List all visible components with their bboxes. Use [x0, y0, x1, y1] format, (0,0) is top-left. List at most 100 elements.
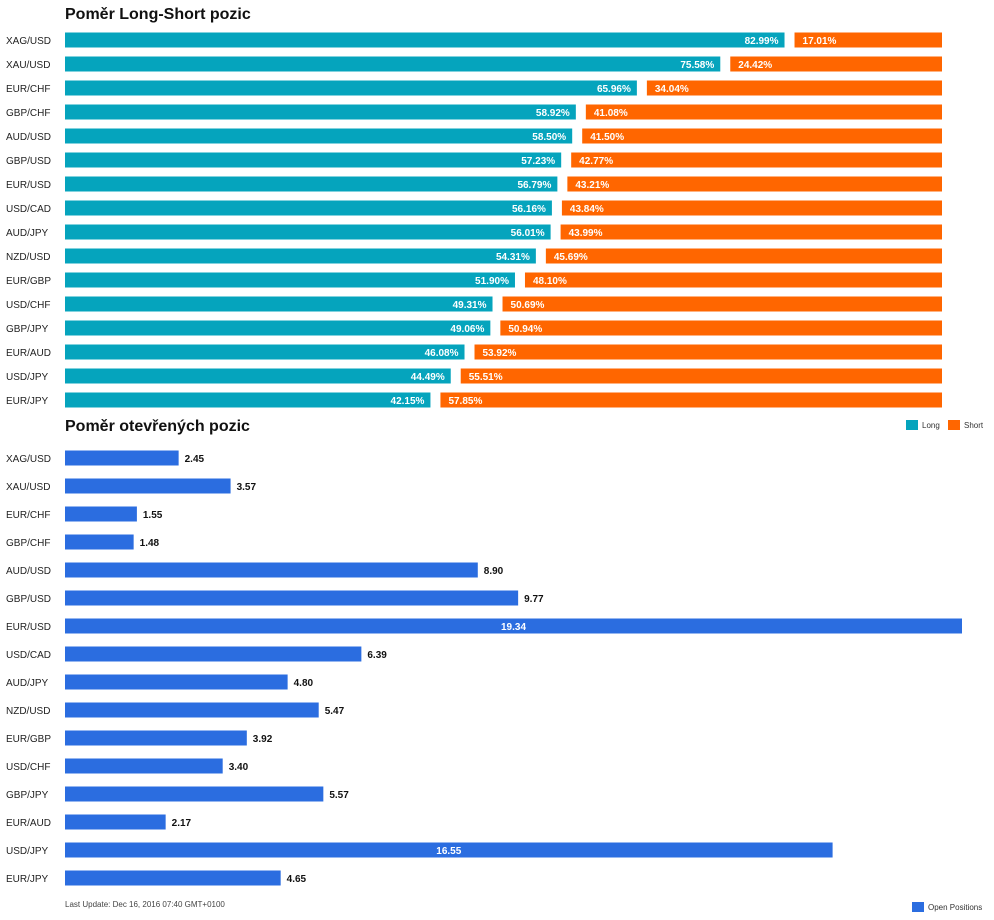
long-short-chart-title: Poměr Long-Short pozic [65, 6, 251, 23]
category-label-usd-cad: USD/CAD [6, 204, 51, 215]
open-category-label-nzd-usd: NZD/USD [6, 706, 50, 717]
long-bar-eur-aud [65, 344, 465, 360]
last-update-text: Last Update: Dec 16, 2016 07:40 GMT+0100 [65, 900, 225, 909]
open-bar-aud-jpy [65, 674, 288, 690]
short-bar-usd-jpy [460, 368, 942, 384]
open-bar-nzd-usd [65, 702, 319, 718]
legend-open-label: Open Positions [928, 902, 983, 912]
open-category-label-usd-jpy: USD/JPY [6, 846, 49, 857]
category-label-aud-usd: AUD/USD [6, 132, 51, 143]
open-category-label-aud-usd: AUD/USD [6, 566, 51, 577]
short-bar-usd-cad [561, 200, 942, 216]
open-category-label-usd-chf: USD/CHF [6, 762, 50, 773]
open-category-label-xau-usd: XAU/USD [6, 482, 50, 493]
category-label-eur-usd: EUR/USD [6, 180, 51, 191]
open-value-label-xau-usd: 3.57 [237, 482, 257, 493]
legend-short-swatch [948, 420, 960, 430]
short-bar-eur-gbp [524, 272, 942, 288]
long-bar-usd-chf [65, 296, 493, 312]
short-value-label-eur-aud: 53.92% [483, 348, 517, 359]
long-bar-aud-jpy [65, 224, 551, 240]
category-label-usd-chf: USD/CHF [6, 300, 50, 311]
open-bar-eur-aud [65, 814, 166, 830]
open-bar-xag-usd [65, 450, 179, 466]
open-bar-gbp-usd [65, 590, 519, 606]
long-value-label-eur-gbp: 51.90% [475, 276, 509, 287]
open-value-label-nzd-usd: 5.47 [325, 706, 345, 717]
open-value-label-eur-gbp: 3.92 [253, 734, 273, 745]
open-bar-gbp-jpy [65, 786, 324, 802]
long-bar-usd-jpy [65, 368, 451, 384]
short-value-label-xag-usd: 17.01% [803, 36, 837, 47]
legend-long: Long [906, 420, 940, 430]
long-value-label-xau-usd: 75.58% [680, 60, 714, 71]
open-value-label-aud-usd: 8.90 [484, 566, 504, 577]
legend-open-swatch [912, 902, 924, 912]
open-category-label-eur-aud: EUR/AUD [6, 818, 51, 829]
long-bar-eur-jpy [65, 392, 431, 408]
open-bar-usd-chf [65, 758, 223, 774]
long-bar-eur-usd [65, 176, 558, 192]
short-value-label-aud-jpy: 43.99% [569, 228, 603, 239]
open-bar-eur-usd [65, 618, 962, 634]
long-value-label-eur-jpy: 42.15% [391, 396, 425, 407]
open-category-label-gbp-chf: GBP/CHF [6, 538, 50, 549]
open-value-label-usd-jpy: 16.55 [436, 846, 461, 857]
open-value-label-eur-jpy: 4.65 [287, 874, 307, 885]
long-bar-xag-usd [65, 32, 785, 48]
open-value-label-eur-usd: 19.34 [501, 622, 526, 633]
open-bar-eur-chf [65, 506, 137, 522]
open-category-label-eur-gbp: EUR/GBP [6, 734, 51, 745]
long-value-label-gbp-usd: 57.23% [521, 156, 555, 167]
long-value-label-usd-chf: 49.31% [453, 300, 487, 311]
long-bar-xau-usd [65, 56, 721, 72]
legend-short: Short [948, 420, 983, 430]
open-category-label-eur-usd: EUR/USD [6, 622, 51, 633]
short-value-label-eur-gbp: 48.10% [533, 276, 567, 287]
category-label-eur-aud: EUR/AUD [6, 348, 51, 359]
open-category-label-aud-jpy: AUD/JPY [6, 678, 49, 689]
short-value-label-usd-jpy: 55.51% [469, 372, 503, 383]
short-bar-gbp-usd [571, 152, 942, 168]
short-bar-gbp-jpy [500, 320, 942, 336]
long-bar-nzd-usd [65, 248, 536, 264]
long-bar-gbp-jpy [65, 320, 491, 336]
long-value-label-usd-cad: 56.16% [512, 204, 546, 215]
long-value-label-gbp-chf: 58.92% [536, 108, 570, 119]
short-value-label-nzd-usd: 45.69% [554, 252, 588, 263]
short-value-label-eur-usd: 43.21% [575, 180, 609, 191]
long-value-label-eur-chf: 65.96% [597, 84, 631, 95]
open-bar-aud-usd [65, 562, 478, 578]
long-value-label-aud-usd: 58.50% [532, 132, 566, 143]
category-label-eur-gbp: EUR/GBP [6, 276, 51, 287]
category-label-gbp-jpy: GBP/JPY [6, 324, 49, 335]
category-label-xag-usd: XAG/USD [6, 36, 51, 47]
open-category-label-gbp-jpy: GBP/JPY [6, 790, 49, 801]
long-value-label-usd-jpy: 44.49% [411, 372, 445, 383]
open-value-label-gbp-usd: 9.77 [524, 594, 544, 605]
short-bar-nzd-usd [545, 248, 942, 264]
short-value-label-xau-usd: 24.42% [738, 60, 772, 71]
open-category-label-eur-jpy: EUR/JPY [6, 874, 49, 885]
category-label-eur-jpy: EUR/JPY [6, 396, 49, 407]
open-value-label-aud-jpy: 4.80 [294, 678, 314, 689]
long-value-label-nzd-usd: 54.31% [496, 252, 530, 263]
category-label-gbp-usd: GBP/USD [6, 156, 51, 167]
open-category-label-eur-chf: EUR/CHF [6, 510, 50, 521]
short-value-label-gbp-jpy: 50.94% [508, 324, 542, 335]
long-bar-gbp-usd [65, 152, 562, 168]
open-bar-xau-usd [65, 478, 231, 494]
legend-short-label: Short [964, 420, 984, 430]
short-value-label-eur-jpy: 57.85% [448, 396, 482, 407]
short-bar-eur-usd [567, 176, 942, 192]
open-bar-eur-gbp [65, 730, 247, 746]
category-label-gbp-chf: GBP/CHF [6, 108, 50, 119]
open-bar-usd-cad [65, 646, 362, 662]
open-bar-gbp-chf [65, 534, 134, 550]
long-value-label-eur-aud: 46.08% [425, 348, 459, 359]
open-bar-eur-jpy [65, 870, 281, 886]
open-value-label-gbp-jpy: 5.57 [329, 790, 349, 801]
category-label-nzd-usd: NZD/USD [6, 252, 50, 263]
open-value-label-usd-cad: 6.39 [367, 650, 387, 661]
